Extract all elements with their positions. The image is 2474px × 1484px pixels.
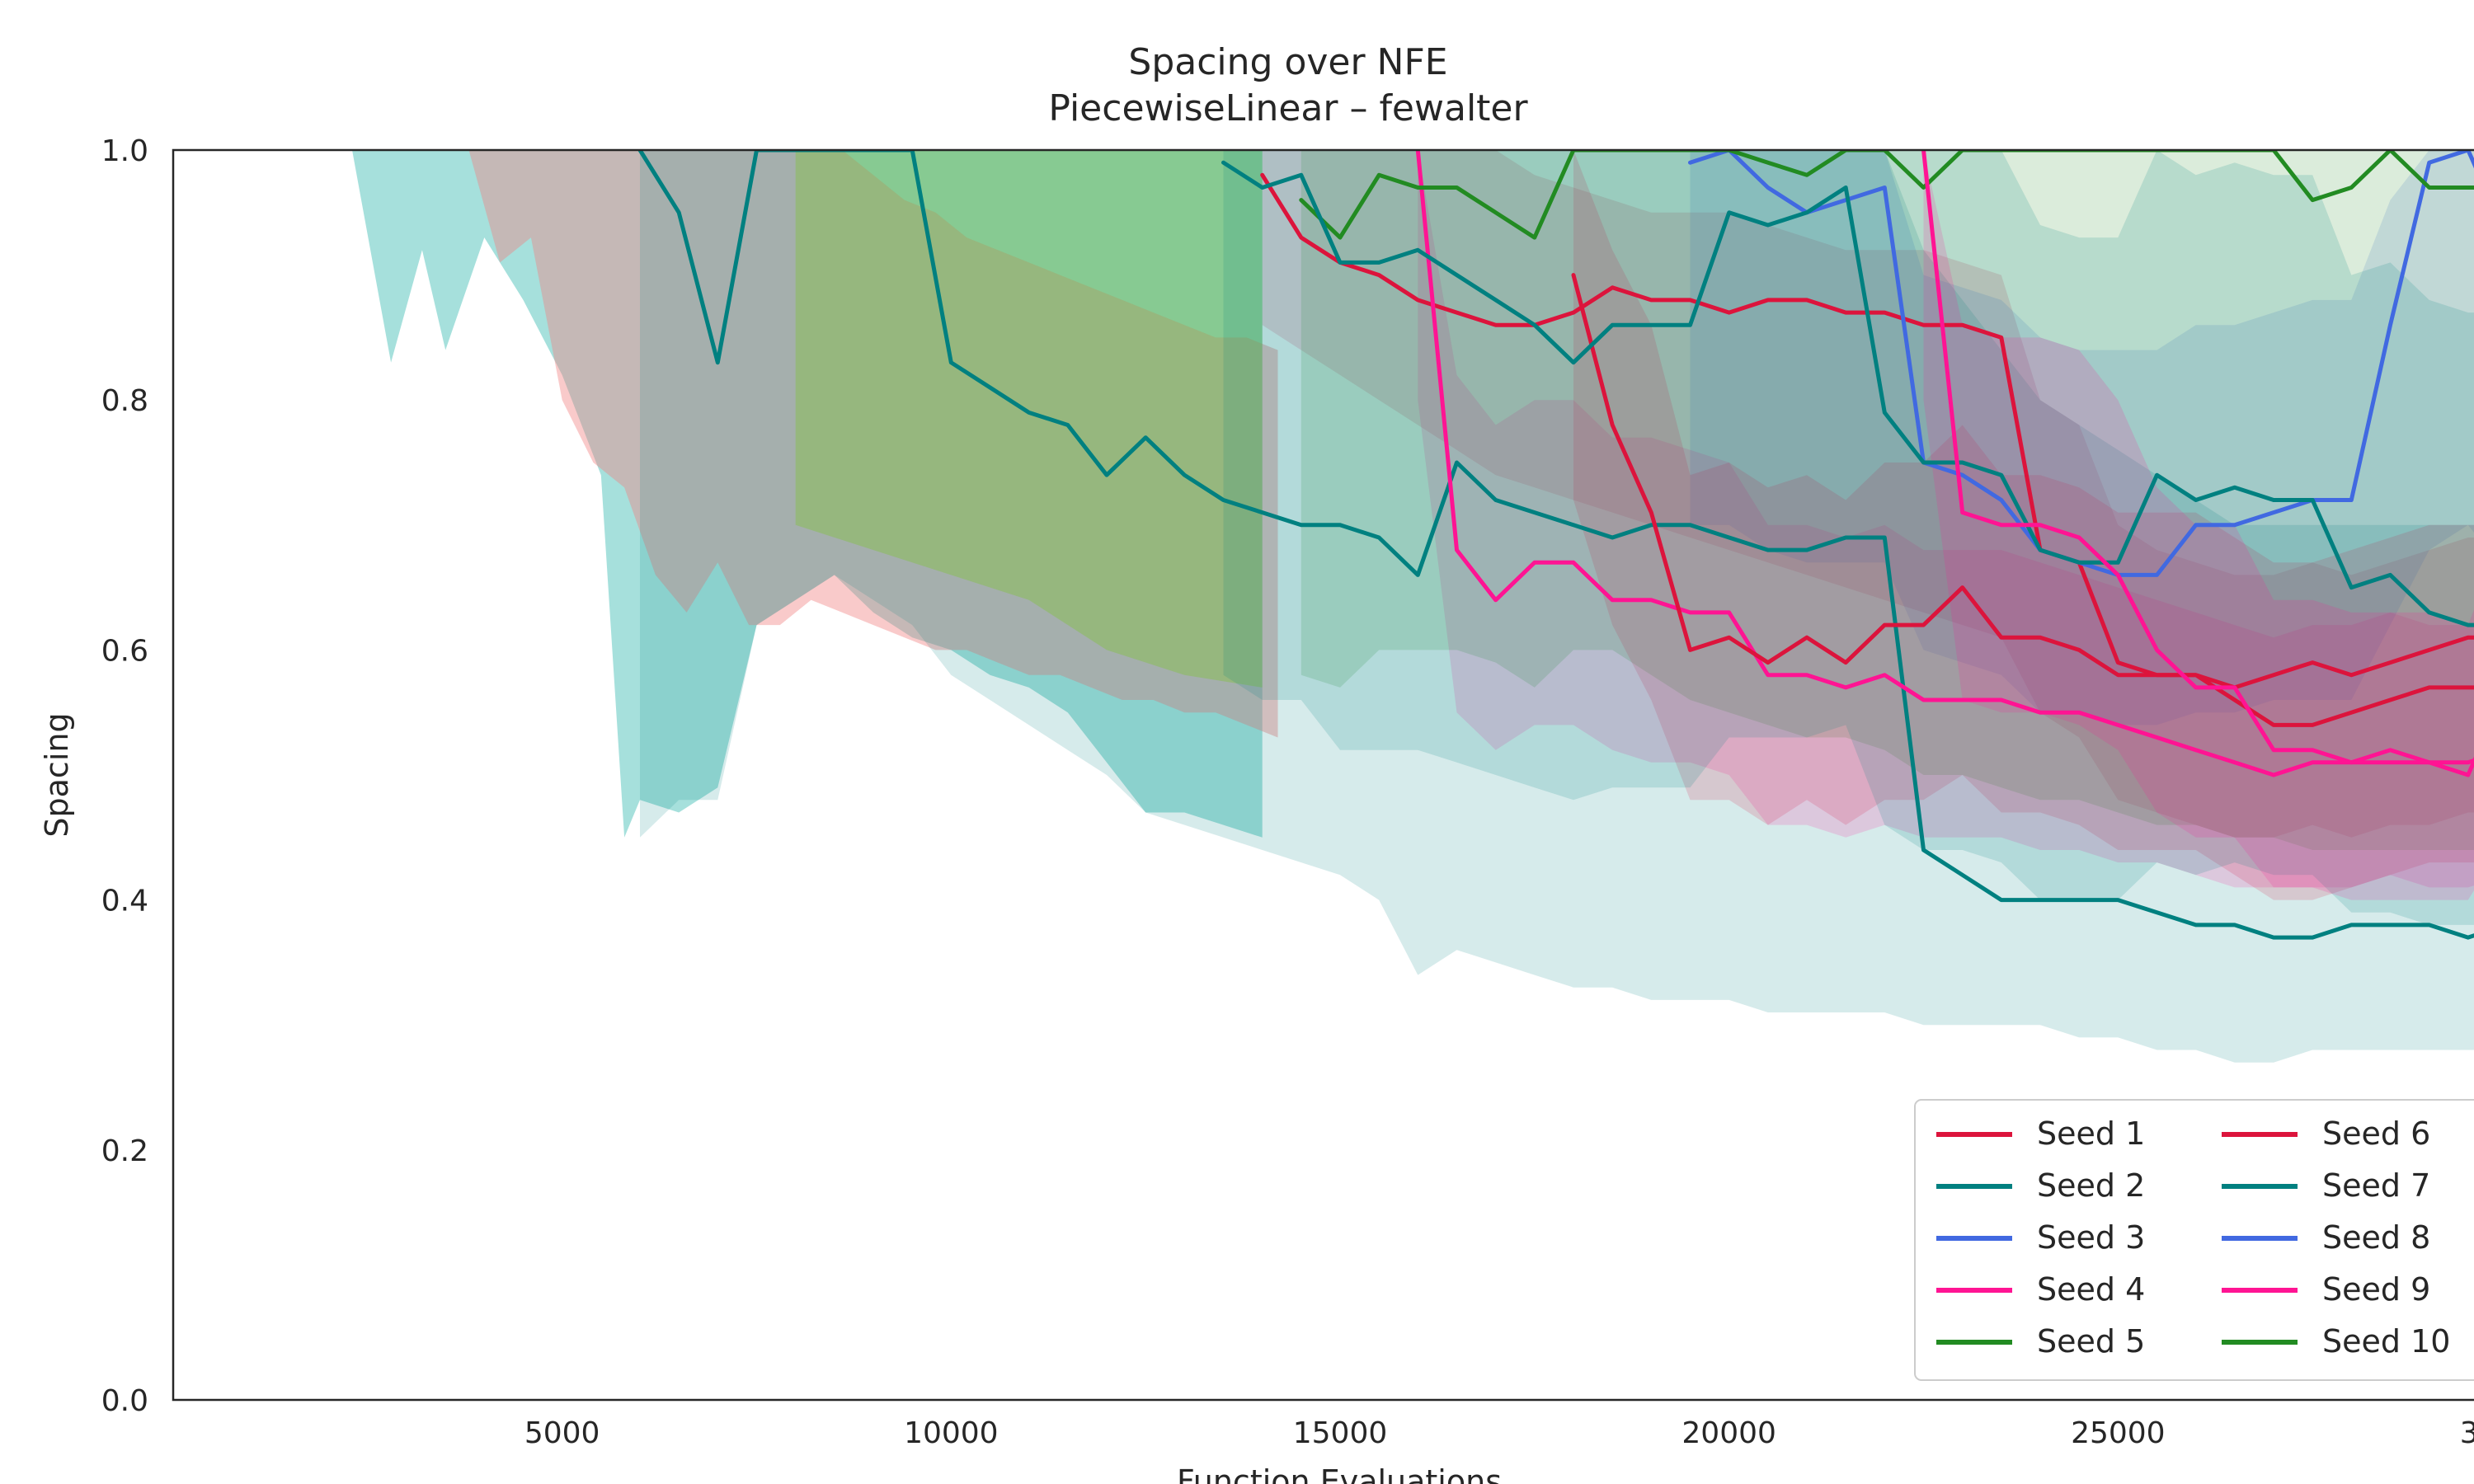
- legend-label: Seed 7: [2322, 1167, 2430, 1204]
- plot-frame: [172, 148, 2474, 1402]
- legend-entry-seed-4: Seed 4: [1936, 1271, 2145, 1308]
- legend-label: Seed 3: [2037, 1219, 2145, 1256]
- legend-entry-seed-1: Seed 1: [1936, 1115, 2145, 1152]
- x-tick-label: 25000: [2071, 1416, 2166, 1450]
- x-tick-label: 20000: [1681, 1416, 1776, 1450]
- line-seed-4: [1415, 150, 2474, 777]
- y-tick-label: 0.0: [101, 1384, 148, 1418]
- line-seed-3: [1688, 150, 2474, 577]
- chart-title: Spacing over NFE: [1128, 41, 1447, 83]
- legend-label: Seed 2: [2037, 1167, 2145, 1204]
- band-seed-4: [1418, 150, 2474, 888]
- legend-entry-seed-3: Seed 3: [1936, 1219, 2145, 1256]
- line-seed-7: [1221, 160, 2474, 627]
- early-band-1: [352, 150, 1263, 838]
- x-axis-label: Function Evaluations: [1177, 1463, 1502, 1484]
- x-tick-label: 15000: [1293, 1416, 1388, 1450]
- legend-entry-seed-7: Seed 7: [2222, 1167, 2430, 1204]
- legend-entry-seed-9: Seed 9: [2222, 1271, 2430, 1308]
- early-band-3: [795, 150, 1263, 688]
- series-lines: [637, 150, 2474, 940]
- y-tick-label: 0.8: [101, 384, 148, 418]
- y-axis-label: Spacing: [39, 712, 75, 837]
- legend-label: Seed 1: [2037, 1115, 2145, 1152]
- early-band-2: [468, 150, 1278, 738]
- line-seed-9: [1921, 150, 2474, 777]
- x-axis-ticks: 5000 10000 15000 20000 25000 30000: [524, 1416, 2474, 1450]
- legend-entry-seed-2: Seed 2: [1936, 1167, 2145, 1204]
- band-seed-2: [640, 150, 2474, 1063]
- confidence-bands: [352, 150, 2474, 1063]
- y-tick-label: 0.6: [101, 634, 148, 668]
- chart-subtitle: PiecewiseLinear – fewalter: [1048, 87, 1528, 129]
- legend-label: Seed 8: [2322, 1219, 2430, 1256]
- x-tick-label: 10000: [904, 1416, 999, 1450]
- legend-label: Seed 10: [2322, 1323, 2450, 1360]
- legend-box: [1914, 1099, 2474, 1381]
- legend-entry-seed-10: Seed 10: [2222, 1323, 2450, 1360]
- legend-label: Seed 5: [2037, 1323, 2145, 1360]
- legend-label: Seed 4: [2037, 1271, 2145, 1308]
- line-seed-5: [1299, 150, 2474, 240]
- band-seed-3: [1690, 150, 2474, 726]
- legend-label: Seed 9: [2322, 1271, 2430, 1308]
- legend-label: Seed 6: [2322, 1115, 2430, 1152]
- y-tick-label: 1.0: [101, 134, 148, 168]
- legend-entry-seed-5: Seed 5: [1936, 1323, 2145, 1360]
- y-tick-label: 0.4: [101, 885, 148, 918]
- x-tick-label: 5000: [524, 1416, 600, 1450]
- chart-legend: Seed 1 Seed 2 Seed 3 Seed 4 Seed 5 Seed 6 Seed…: [1914, 1099, 2474, 1381]
- line-seed-1: [1260, 172, 2474, 690]
- y-tick-label: 0.2: [101, 1134, 148, 1168]
- line-seed-6: [1571, 273, 2474, 727]
- legend-entry-seed-6: Seed 6: [2222, 1115, 2430, 1152]
- x-tick-label: 30000: [2460, 1416, 2474, 1450]
- line-seed-2: [637, 150, 2474, 940]
- y-axis-ticks: 0.0 0.2 0.4 0.6 0.8 1.0: [101, 134, 148, 1418]
- legend-entry-seed-8: Seed 8: [2222, 1219, 2430, 1256]
